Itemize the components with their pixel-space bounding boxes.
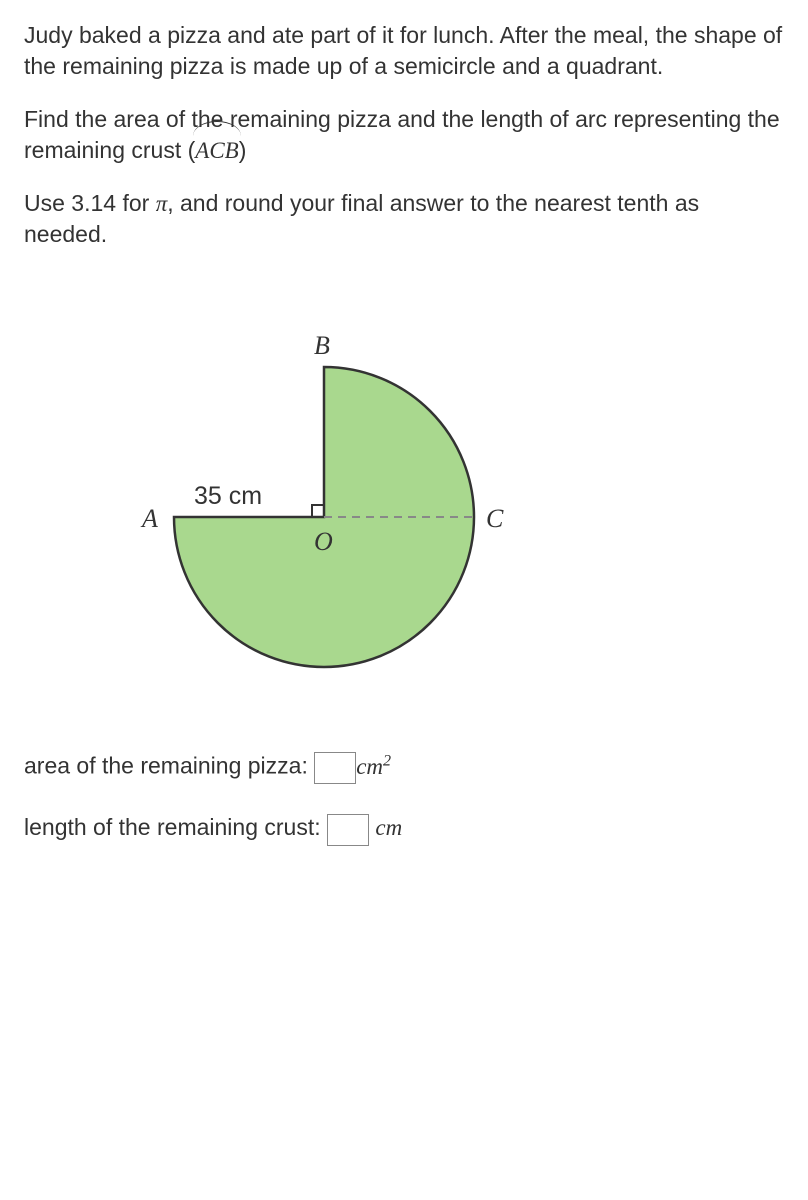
area-label: area of the remaining pizza: xyxy=(24,753,314,779)
problem-paragraph-2: Find the area of the remaining pizza and… xyxy=(24,104,784,166)
label-a: A xyxy=(140,504,158,533)
label-o: O xyxy=(314,527,333,556)
label-c: C xyxy=(486,504,504,533)
pi-symbol: π xyxy=(156,191,168,216)
area-input[interactable] xyxy=(314,752,356,784)
p2-text-b: ) xyxy=(239,137,247,163)
area-answer-row: area of the remaining pizza: cm2 xyxy=(24,750,784,784)
arc-label: ACB xyxy=(195,138,238,163)
p2-text-a: Find the area of the remaining pizza and… xyxy=(24,106,780,163)
length-label: length of the remaining crust: xyxy=(24,814,327,840)
length-answer-row: length of the remaining crust: cm xyxy=(24,812,784,846)
area-unit: cm2 xyxy=(356,754,391,779)
p3-text-a: Use 3.14 for xyxy=(24,190,156,216)
problem-paragraph-3: Use 3.14 for π, and round your final ans… xyxy=(24,188,784,250)
arc-notation: ACB xyxy=(195,135,238,166)
radius-label: 35 cm xyxy=(194,482,262,510)
length-input[interactable] xyxy=(327,814,369,846)
problem-paragraph-1: Judy baked a pizza and ate part of it fo… xyxy=(24,20,784,82)
label-b: B xyxy=(314,331,330,360)
pizza-diagram: B A C O 35 cm xyxy=(24,272,784,710)
length-unit: cm xyxy=(375,815,402,840)
right-angle-marker xyxy=(312,505,324,517)
